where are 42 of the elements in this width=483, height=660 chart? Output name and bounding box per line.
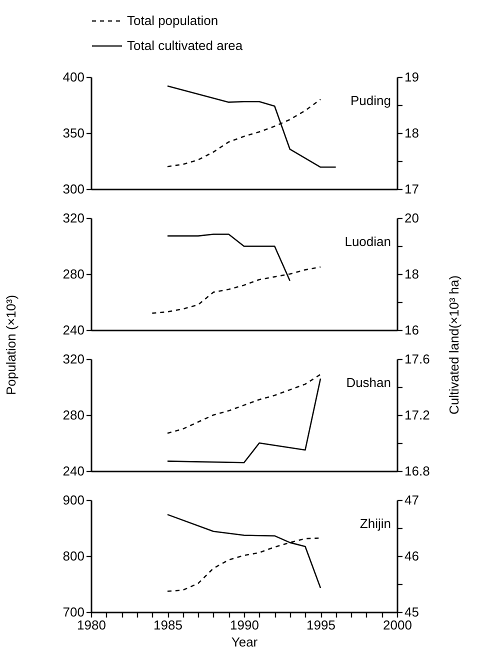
y-tick-label: 280 [62, 266, 84, 282]
y-tick-label: 400 [62, 70, 84, 84]
x-tick-label: 1980 [77, 618, 106, 632]
y-tick-label: 700 [62, 604, 84, 620]
legend-label: Total population [127, 13, 218, 28]
text: Luodian [344, 234, 391, 249]
legend-label: Total cultivated area [127, 38, 244, 53]
y-tick-label: 900 [62, 492, 84, 508]
line-series [166, 85, 336, 168]
x-tick-label: 1985 [154, 618, 182, 632]
line-series [166, 374, 322, 434]
y2-tick-label: 47 [404, 492, 419, 508]
y-tick-label: 300 [62, 182, 84, 196]
y2-tick-label: 19 [404, 70, 419, 84]
y2-tick-label: 17.2 [404, 408, 430, 422]
x-axis-title: Year [231, 634, 258, 650]
y2-axis-title: Cultivated land(×10³ ha) [446, 275, 462, 415]
y-tick-label: 800 [62, 548, 84, 564]
y-axis-title: Population (×10³) [4, 294, 18, 396]
y2-tick-label: 20 [404, 210, 419, 226]
line-series [166, 514, 322, 589]
x-tick-label: 1995 [306, 618, 336, 632]
y-tick-label: 240 [62, 464, 84, 478]
line-series [166, 378, 322, 464]
y2-tick-label: 17.6 [404, 352, 430, 366]
text: Zhijin [360, 516, 391, 531]
y2-tick-label: 16.8 [404, 464, 430, 478]
y-tick-label: 320 [62, 210, 84, 226]
y-tick-label: 280 [62, 408, 84, 422]
x-tick-label: 2000 [383, 618, 412, 632]
text: Dushan [346, 375, 391, 390]
y-tick-label: 350 [62, 126, 84, 140]
y-tick-label: 320 [62, 352, 84, 366]
y2-tick-label: 46 [404, 548, 419, 564]
y2-tick-label: 18 [404, 266, 419, 282]
y2-tick-label: 17 [404, 182, 419, 196]
y2-tick-label: 16 [404, 322, 419, 338]
y2-tick-label: 18 [404, 126, 419, 140]
text: Puding [350, 93, 391, 108]
x-tick-label: 1990 [230, 618, 259, 632]
y2-tick-label: 45 [404, 604, 419, 620]
y-tick-label: 240 [62, 322, 84, 338]
